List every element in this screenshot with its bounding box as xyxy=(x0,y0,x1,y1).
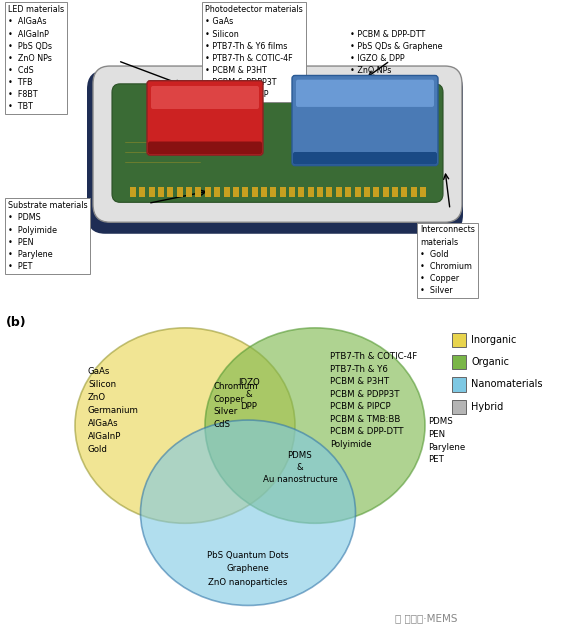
FancyBboxPatch shape xyxy=(87,70,463,233)
Bar xyxy=(233,187,239,197)
Text: PTB7-Th & COTIC-4F
PTB7-Th & Y6
PCBM & P3HT
PCBM & PDPP3T
PCBM & PIPCP
PCBM & TM: PTB7-Th & COTIC-4F PTB7-Th & Y6 PCBM & P… xyxy=(330,352,417,449)
Bar xyxy=(177,187,183,197)
Bar xyxy=(345,187,351,197)
Text: PDMS
&
Au nanostructure: PDMS & Au nanostructure xyxy=(263,451,338,484)
Bar xyxy=(382,187,389,197)
Bar xyxy=(289,187,295,197)
Text: GaAs
Silicon
ZnO
Germanium
AlGaAs
AlGaInP
Gold: GaAs Silicon ZnO Germanium AlGaAs AlGaIn… xyxy=(88,367,139,454)
FancyBboxPatch shape xyxy=(93,66,462,222)
Bar xyxy=(327,187,332,197)
Text: Substrate materials
•  PDMS
•  Polyimide
•  PEN
•  Parylene
•  PET: Substrate materials • PDMS • Polyimide •… xyxy=(8,201,88,271)
Bar xyxy=(130,187,136,197)
Bar xyxy=(149,187,155,197)
Bar xyxy=(252,187,257,197)
FancyBboxPatch shape xyxy=(296,80,434,107)
Text: Hybrid: Hybrid xyxy=(471,401,503,411)
Bar xyxy=(139,187,145,197)
Ellipse shape xyxy=(75,328,295,523)
Ellipse shape xyxy=(205,328,425,523)
Text: 📰 公众号·MEMS: 📰 公众号·MEMS xyxy=(395,613,457,623)
Bar xyxy=(195,187,202,197)
Bar xyxy=(242,187,248,197)
Text: IDZO
&
DPP: IDZO & DPP xyxy=(238,378,260,411)
Text: Chromium
Copper
Silver
CdS: Chromium Copper Silver CdS xyxy=(213,382,257,429)
Text: Photodetector materials
• GaAs
• Silicon
• PTB7-Th & Y6 films
• PTB7-Th & COTIC-: Photodetector materials • GaAs • Silicon… xyxy=(205,5,303,99)
FancyBboxPatch shape xyxy=(292,76,438,165)
Text: Organic: Organic xyxy=(471,357,509,367)
Text: Nanomaterials: Nanomaterials xyxy=(471,379,543,389)
Bar xyxy=(261,187,267,197)
Bar xyxy=(452,333,466,348)
Text: Interconnects
materials
•  Gold
•  Chromium
•  Copper
•  Silver: Interconnects materials • Gold • Chromiu… xyxy=(420,225,475,295)
Bar xyxy=(452,355,466,370)
FancyBboxPatch shape xyxy=(293,152,437,165)
FancyBboxPatch shape xyxy=(112,84,443,203)
Bar xyxy=(336,187,342,197)
Bar xyxy=(452,377,466,391)
Bar xyxy=(168,187,173,197)
Text: LED materials
•  AlGaAs
•  AlGaInP
•  PbS QDs
•  ZnO NPs
•  CdS
•  TFB
•  F8BT
•: LED materials • AlGaAs • AlGaInP • PbS Q… xyxy=(8,5,64,112)
Bar xyxy=(373,187,379,197)
Bar xyxy=(205,187,211,197)
Bar xyxy=(186,187,192,197)
Bar xyxy=(354,187,361,197)
Ellipse shape xyxy=(141,420,355,606)
Bar xyxy=(401,187,407,197)
Text: Inorganic: Inorganic xyxy=(471,336,516,345)
Bar xyxy=(308,187,314,197)
Text: • PCBM & DPP-DTT
• PbS QDs & Graphene
• IGZO & DPP
• ZnO NPs
• PDMS and Au
• nan: • PCBM & DPP-DTT • PbS QDs & Graphene • … xyxy=(350,5,442,99)
Bar xyxy=(317,187,323,197)
Bar xyxy=(214,187,220,197)
Bar xyxy=(411,187,416,197)
Bar xyxy=(270,187,276,197)
Bar xyxy=(392,187,398,197)
Bar xyxy=(280,187,286,197)
Bar xyxy=(223,187,230,197)
Bar xyxy=(452,399,466,413)
Bar xyxy=(364,187,370,197)
Text: (a): (a) xyxy=(6,8,26,21)
Text: PDMS
PEN
Parylene
PET: PDMS PEN Parylene PET xyxy=(428,417,465,464)
Bar xyxy=(420,187,426,197)
Text: (b): (b) xyxy=(6,316,26,329)
FancyBboxPatch shape xyxy=(148,141,262,154)
FancyBboxPatch shape xyxy=(147,81,263,155)
Bar xyxy=(158,187,164,197)
Text: PbS Quantum Dots
Graphene
ZnO nanoparticles: PbS Quantum Dots Graphene ZnO nanopartic… xyxy=(207,551,289,587)
Bar xyxy=(298,187,304,197)
FancyBboxPatch shape xyxy=(151,86,259,109)
